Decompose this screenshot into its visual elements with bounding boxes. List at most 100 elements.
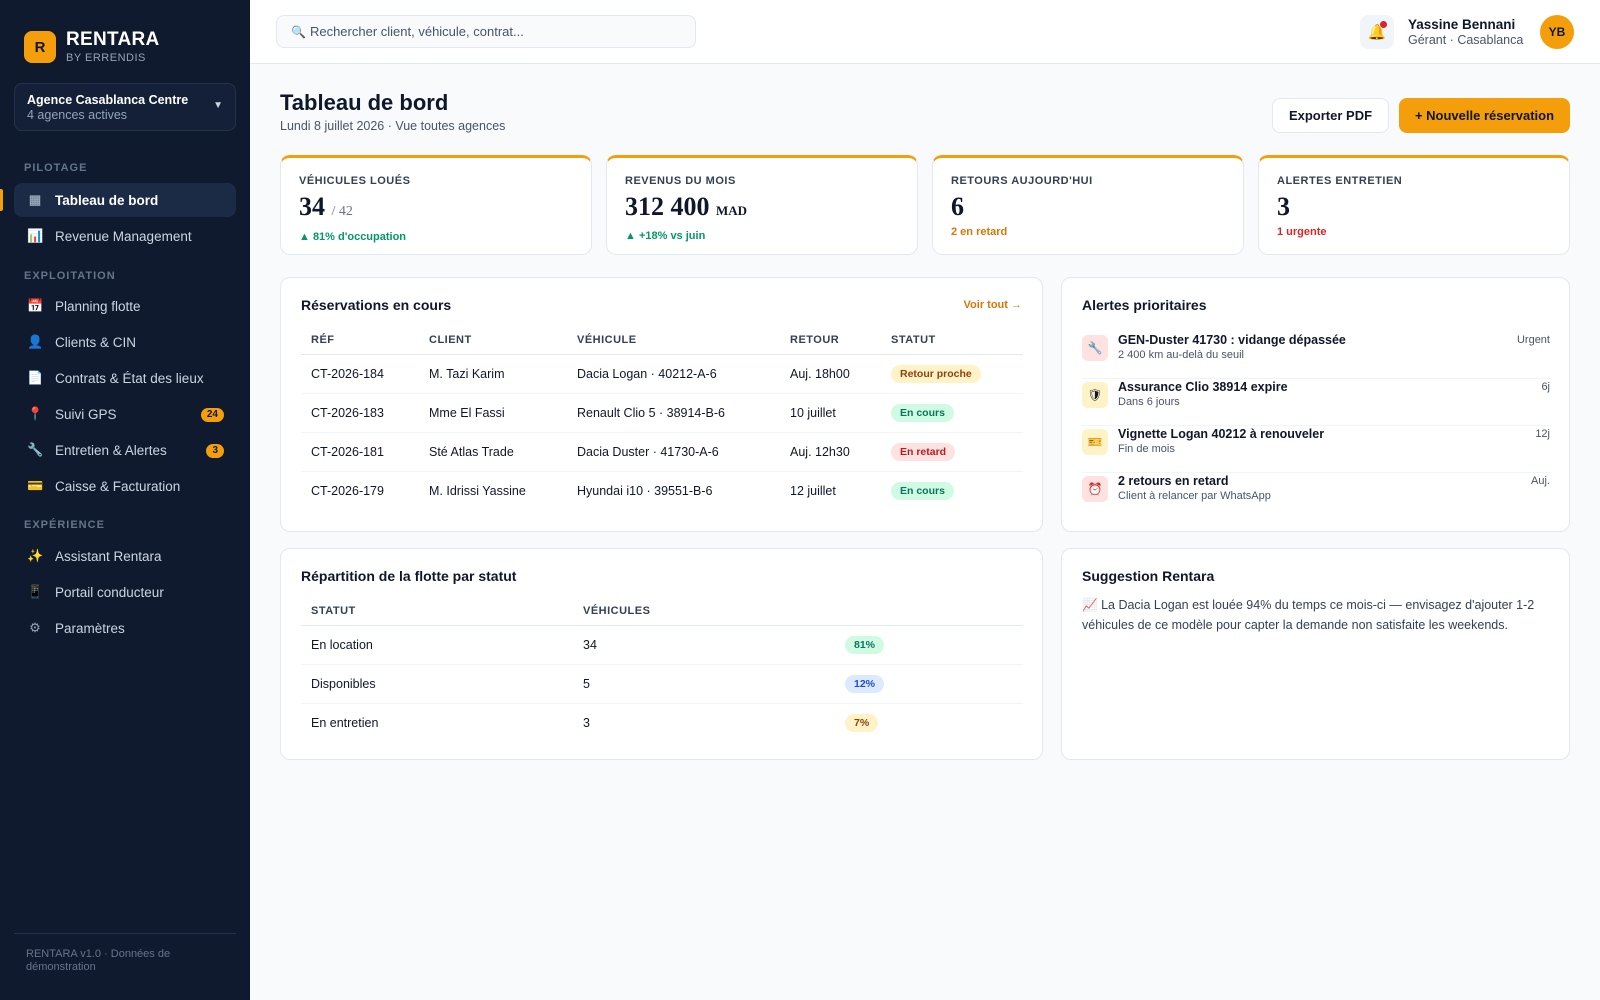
export-pdf-button[interactable]: Exporter PDF (1272, 98, 1389, 133)
table-row[interactable]: CT-2026-183 Mme El Fassi Renault Clio 5 … (301, 393, 1023, 433)
shield-icon: 🛡 (1082, 382, 1108, 408)
sidebar-item-label: Caisse & Facturation (55, 478, 181, 494)
cell-vehicle: Renault Clio 5 · 38914-B-6 (567, 393, 780, 433)
table-row[interactable]: En location 34 81% (301, 625, 1023, 665)
column-header[interactable]: VÉHICULE (567, 326, 780, 355)
notifications-button[interactable]: 🔔 (1360, 15, 1394, 49)
sidebar-item-parametres[interactable]: ⚙ Paramètres (14, 611, 236, 645)
avatar[interactable]: YB (1540, 15, 1574, 49)
brand[interactable]: R RENTARA BY ERRENDIS (24, 30, 160, 64)
brand-name: RENTARA (66, 29, 160, 50)
alarm-clock-icon: ⏰ (1082, 476, 1108, 502)
user-info[interactable]: Yassine Bennani Gérant · Casablanca (1408, 17, 1523, 47)
column-header[interactable]: VÉHICULES (573, 597, 835, 626)
cell-vehicle: Hyundai i10 · 39551-B-6 (577, 483, 713, 498)
sidebar-item-revenue-management[interactable]: 📊 Revenue Management (14, 219, 236, 253)
section-title-experience: EXPÉRIENCE (24, 519, 105, 531)
sidebar-item-label: Portail conducteur (55, 584, 164, 600)
cell-status: En location (301, 625, 573, 665)
column-header (835, 597, 1023, 626)
column-header[interactable]: STATUT (301, 597, 573, 626)
nav-badge: 3 (206, 444, 224, 458)
kpi-card-retours: RETOURS AUJOURD'HUI 6 2 en retard (932, 155, 1244, 255)
sidebar-item-caisse-facturation[interactable]: 💳 Caisse & Facturation (14, 469, 236, 503)
cell-count: 5 (573, 664, 835, 704)
cell-ref: CT-2026-184 (301, 354, 419, 394)
sidebar-item-clients-cin[interactable]: 👤 Clients & CIN (14, 325, 236, 359)
table-row[interactable]: CT-2026-184 M. Tazi Karim Dacia Logan · … (301, 354, 1023, 394)
cell-count: 3 (583, 715, 590, 730)
sidebar-item-planning-flotte[interactable]: 📅 Planning flotte (14, 289, 236, 323)
cell-retour: 12 juillet (790, 483, 836, 498)
table-row[interactable]: CT-2026-181 Sté Atlas Trade Dacia Duster… (301, 432, 1023, 472)
status-badge: En cours (891, 481, 954, 500)
voir-tout-link[interactable]: Voir tout → (963, 299, 1022, 311)
status-badge: En retard (891, 442, 956, 461)
panel-title: Répartition de la flotte par statut (301, 568, 517, 584)
cell-client: Sté Atlas Trade (419, 432, 567, 472)
alert-subtitle: Fin de mois (1118, 443, 1175, 455)
reservations-panel: Réservations en cours Voir tout → RÉF CL… (280, 277, 1043, 532)
agency-selector[interactable]: Agence Casablanca Centre 4 agences activ… (14, 83, 236, 131)
alert-item[interactable]: 🎫 Vignette Logan 40212 à renouveler Fin … (1082, 427, 1550, 473)
column-header[interactable]: RETOUR (780, 326, 881, 355)
table-row[interactable]: En entretien 3 7% (301, 703, 1023, 742)
chart-icon: 📊 (27, 228, 44, 243)
kpi-card-revenus: REVENUS DU MOIS 312 400 MAD ▲ +18% vs ju… (606, 155, 918, 255)
alert-subtitle: 2 400 km au-delà du seuil (1118, 349, 1244, 361)
alerts-panel: Alertes prioritaires 🔧 GEN-Duster 41730 … (1061, 277, 1570, 532)
percent-badge: 12% (845, 674, 885, 693)
sidebar-item-label: Suivi GPS (55, 406, 117, 422)
sidebar-item-entretien-alertes[interactable]: 🔧 Entretien & Alertes 3 (14, 433, 236, 467)
chevron-down-icon: ▼ (213, 100, 223, 111)
sidebar-item-suivi-gps[interactable]: 📍 Suivi GPS 24 (14, 397, 236, 431)
alert-title: 2 retours en retard (1118, 474, 1229, 488)
kpi-value: 312 400 (625, 192, 710, 221)
kpi-value: 6 (951, 192, 964, 221)
fleet-panel: Répartition de la flotte par statut STAT… (280, 548, 1043, 760)
agency-name: Agence Casablanca Centre (27, 93, 189, 107)
sidebar-item-assistant-rentara[interactable]: ✨ Assistant Rentara (14, 539, 236, 573)
brand-logo: R (24, 31, 56, 63)
table-row[interactable]: Disponibles 5 12% (301, 664, 1023, 704)
alert-item[interactable]: ⏰ 2 retours en retard Client à relancer … (1082, 474, 1550, 520)
column-header[interactable]: RÉF (301, 326, 419, 355)
cell-count: 34 (573, 625, 835, 665)
ticket-icon: 🎫 (1082, 429, 1108, 455)
column-header[interactable]: STATUT (881, 326, 1023, 355)
alert-item[interactable]: 🔧 GEN-Duster 41730 : vidange dépassée 2 … (1082, 333, 1550, 379)
search-box[interactable]: 🔍 (276, 15, 696, 48)
kpi-total: / 42 (331, 204, 353, 219)
sidebar-item-contrats[interactable]: 📄 Contrats & État des lieux (14, 361, 236, 395)
user-role: Gérant · Casablanca (1408, 33, 1524, 47)
alert-title: Vignette Logan 40212 à renouveler (1118, 427, 1325, 441)
search-input[interactable] (309, 24, 690, 39)
sidebar-item-portail-conducteur[interactable]: 📱 Portail conducteur (14, 575, 236, 609)
page-title: Tableau de bord (280, 90, 449, 115)
kpi-value: 34 (299, 192, 325, 221)
alert-title: Assurance Clio 38914 expire (1118, 380, 1288, 394)
column-header[interactable]: CLIENT (419, 326, 567, 355)
sidebar-item-tableau-de-bord[interactable]: ▦ Tableau de bord (0, 183, 236, 217)
sidebar-item-label: Clients & CIN (55, 334, 137, 350)
new-reservation-button[interactable]: + Nouvelle réservation (1399, 98, 1570, 133)
sidebar-item-label: Contrats & État des lieux (55, 370, 204, 386)
kpi-label: VÉHICULES LOUÉS (299, 175, 411, 187)
sidebar: R RENTARA BY ERRENDIS Agence Casablanca … (0, 0, 250, 1000)
panel-title: Réservations en cours (301, 297, 452, 313)
topbar: 🔍 🔔 Yassine Bennani Gérant · Casablanca … (250, 0, 1600, 64)
table-row[interactable]: CT-2026-179 M. Idrissi Yassine Hyundai i… (301, 471, 1023, 510)
brand-subtitle: BY ERRENDIS (66, 52, 146, 64)
cell-client: M. Idrissi Yassine (429, 483, 526, 498)
alert-item[interactable]: 🛡 Assurance Clio 38914 expire Dans 6 jou… (1082, 380, 1550, 426)
alert-tag: Urgent (1516, 334, 1550, 346)
mobile-icon: 📱 (27, 584, 44, 599)
alert-tag: 6j (1541, 381, 1550, 393)
wrench-icon: 🔧 (27, 442, 44, 457)
sparkles-icon: ✨ (27, 548, 44, 563)
cell-retour: Auj. 12h30 (780, 432, 881, 472)
sidebar-item-label: Planning flotte (55, 298, 141, 314)
status-badge: En cours (891, 403, 954, 422)
suggestion-text: 📈 La Dacia Logan est louée 94% du temps … (1082, 595, 1552, 635)
sidebar-item-label: Tableau de bord (55, 192, 159, 208)
